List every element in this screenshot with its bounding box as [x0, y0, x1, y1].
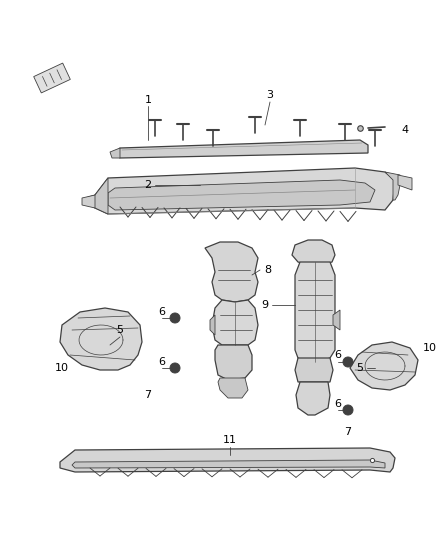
Polygon shape: [95, 168, 395, 214]
Text: 6: 6: [335, 399, 342, 409]
Text: 9: 9: [261, 300, 268, 310]
Polygon shape: [82, 195, 95, 208]
Text: 7: 7: [145, 390, 152, 400]
Polygon shape: [296, 382, 330, 415]
Polygon shape: [398, 175, 412, 190]
Text: 11: 11: [223, 435, 237, 445]
Text: 5: 5: [357, 363, 364, 373]
Polygon shape: [108, 180, 375, 210]
Polygon shape: [215, 345, 252, 380]
Polygon shape: [115, 140, 368, 158]
Polygon shape: [110, 148, 120, 158]
Text: 4: 4: [402, 125, 409, 135]
Polygon shape: [350, 342, 418, 390]
Polygon shape: [34, 63, 71, 93]
Polygon shape: [205, 242, 258, 302]
Text: 6: 6: [335, 350, 342, 360]
Polygon shape: [72, 460, 385, 468]
Circle shape: [343, 405, 353, 415]
Polygon shape: [333, 310, 340, 330]
Text: 8: 8: [265, 265, 272, 275]
Text: 6: 6: [159, 357, 166, 367]
Polygon shape: [60, 448, 395, 472]
Polygon shape: [60, 308, 142, 370]
Polygon shape: [88, 178, 108, 214]
Text: 6: 6: [159, 307, 166, 317]
Polygon shape: [218, 378, 248, 398]
Text: 7: 7: [344, 427, 352, 437]
Text: 10: 10: [423, 343, 437, 353]
Polygon shape: [385, 172, 400, 200]
Polygon shape: [295, 262, 335, 362]
Polygon shape: [295, 358, 333, 382]
Text: 10: 10: [55, 363, 69, 373]
Text: 3: 3: [266, 90, 273, 100]
Polygon shape: [212, 300, 258, 345]
Polygon shape: [210, 315, 215, 335]
Circle shape: [170, 313, 180, 323]
Circle shape: [343, 357, 353, 367]
Text: 5: 5: [117, 325, 124, 335]
Text: 1: 1: [145, 95, 152, 105]
Polygon shape: [292, 240, 335, 265]
Text: 2: 2: [145, 180, 152, 190]
Circle shape: [170, 363, 180, 373]
